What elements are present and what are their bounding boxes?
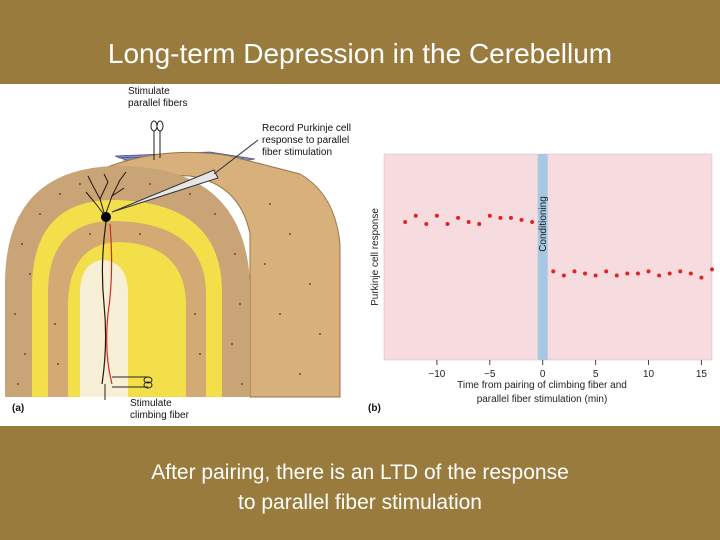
plot-area bbox=[383, 153, 713, 361]
caption-line-2: to parallel fiber stimulation bbox=[238, 491, 482, 514]
record-label-1: Record Purkinje cell bbox=[262, 123, 351, 134]
purkinje-soma bbox=[101, 212, 111, 222]
data-point bbox=[508, 215, 513, 220]
x-tick-label: −10 bbox=[428, 369, 445, 380]
stim-climbing-label-1: Stimulate bbox=[130, 398, 172, 409]
data-point bbox=[487, 213, 492, 218]
data-point bbox=[593, 273, 598, 278]
data-point bbox=[434, 213, 439, 218]
data-point bbox=[604, 269, 609, 274]
data-point bbox=[572, 269, 577, 274]
x-axis-label-2: parallel fiber stimulation (min) bbox=[477, 394, 608, 405]
purkinje-dendrites bbox=[85, 171, 127, 217]
data-point bbox=[456, 215, 461, 220]
data-point bbox=[657, 273, 662, 278]
cerebellum-illustration bbox=[5, 120, 341, 400]
data-point bbox=[551, 269, 556, 274]
panel-b-label: (b) bbox=[368, 403, 381, 414]
conditioning-label: Conditioning bbox=[538, 196, 549, 252]
tissue-speckles bbox=[14, 183, 321, 385]
x-tick-label: −5 bbox=[484, 369, 496, 380]
data-point bbox=[477, 222, 482, 227]
x-axis-ticks: −10 −5 0 5 10 15 bbox=[428, 360, 707, 380]
arch-core bbox=[80, 260, 128, 397]
x-tick-label: 0 bbox=[540, 369, 546, 380]
record-label-3: fiber stimulation bbox=[262, 147, 332, 158]
figure-svg: Stimulate parallel fibers Record Purkinj… bbox=[5, 86, 714, 421]
slide-title: Long-term Depression in the Cerebellum bbox=[107, 38, 613, 69]
data-point bbox=[678, 269, 683, 274]
data-point bbox=[519, 217, 524, 222]
data-point bbox=[498, 215, 503, 220]
stim-parallel-label-1: Stimulate bbox=[128, 86, 170, 97]
data-point bbox=[424, 222, 429, 227]
record-label-2: response to parallel bbox=[262, 135, 349, 146]
data-point bbox=[667, 271, 672, 276]
data-point bbox=[710, 267, 714, 272]
climbing-fiber bbox=[106, 223, 113, 385]
parallel-stimulator-icon bbox=[150, 120, 164, 160]
data-point bbox=[530, 219, 535, 224]
data-point bbox=[635, 271, 640, 276]
caption-line-1: After pairing, there is an LTD of the re… bbox=[151, 461, 569, 484]
data-points bbox=[403, 213, 714, 280]
x-axis-label-1: Time from pairing of climbing fiber and bbox=[457, 380, 627, 391]
data-point bbox=[625, 271, 630, 276]
y-axis-label: Purkinje cell response bbox=[370, 208, 381, 306]
data-point bbox=[646, 269, 651, 274]
climbing-stimulator-icon bbox=[112, 376, 153, 389]
data-point bbox=[413, 213, 418, 218]
figure-panel: Stimulate parallel fibers Record Purkinj… bbox=[0, 84, 720, 426]
purkinje-axon bbox=[101, 221, 107, 385]
x-tick-label: 5 bbox=[593, 369, 599, 380]
panel-a-label: (a) bbox=[12, 403, 24, 414]
data-point bbox=[614, 273, 619, 278]
recording-electrode bbox=[111, 169, 219, 213]
arch-top-surface bbox=[94, 151, 341, 398]
conditioning-band bbox=[537, 154, 548, 360]
data-point bbox=[403, 219, 408, 224]
data-point bbox=[466, 219, 471, 224]
data-point bbox=[688, 271, 693, 276]
data-point bbox=[699, 275, 704, 280]
stim-parallel-label-2: parallel fibers bbox=[128, 98, 187, 109]
data-point bbox=[445, 222, 450, 227]
slide-caption: After pairing, there is an LTD of the re… bbox=[0, 458, 720, 518]
stim-climbing-label-2: climbing fiber bbox=[130, 410, 190, 421]
x-tick-label: 10 bbox=[643, 369, 655, 380]
data-point bbox=[583, 271, 588, 276]
data-point bbox=[561, 273, 566, 278]
x-tick-label: 15 bbox=[696, 369, 708, 380]
